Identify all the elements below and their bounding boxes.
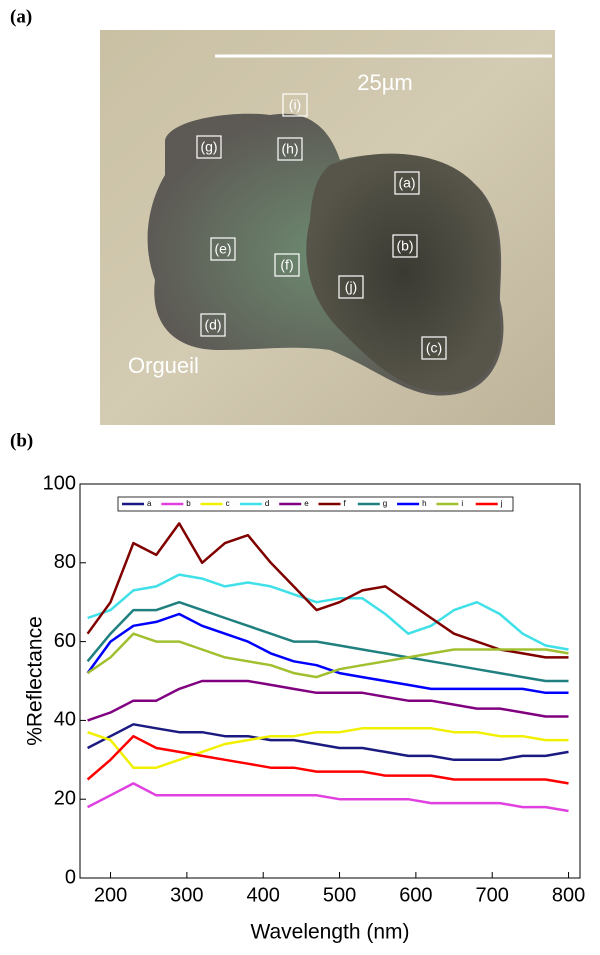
spot-box [392, 234, 418, 258]
y-tick-label: 80 [54, 551, 76, 573]
legend-label: j [500, 499, 503, 508]
x-axis-label: Wavelength (nm) [250, 921, 409, 944]
legend [117, 496, 514, 512]
legend-label: c [226, 499, 230, 508]
spot-box [394, 171, 420, 195]
series-line [87, 782, 569, 813]
series-line [87, 573, 569, 651]
legend-label: e [304, 499, 309, 508]
series-line [86, 522, 569, 659]
spot-label: (d) [204, 317, 221, 333]
y-axis-label: %Reflectance [24, 616, 47, 746]
legend-label: d [265, 499, 269, 508]
y-tick-label: 0 [65, 866, 76, 888]
panel-label: (b) [10, 430, 33, 451]
dark-region [306, 153, 501, 393]
series-line [87, 723, 569, 762]
spot-box [338, 275, 364, 299]
spot-box [210, 237, 236, 261]
y-tick-label: 100 [43, 472, 76, 494]
series-line [86, 600, 569, 683]
spot-box [196, 135, 222, 159]
y-tick-label: 20 [54, 787, 76, 809]
series-line [87, 727, 569, 769]
y-tick-label: 60 [54, 630, 76, 652]
x-tick-label: 400 [247, 884, 280, 906]
legend-label: f [344, 499, 347, 508]
legend-label: i [461, 499, 463, 508]
y-tick-label: 40 [54, 709, 76, 731]
legend-label: h [422, 499, 426, 508]
spot-label: (f) [280, 257, 293, 273]
series-line [86, 612, 569, 695]
spot-label: (a) [398, 175, 415, 191]
spot-label: (i) [289, 97, 301, 113]
panel-label: (a) [10, 6, 32, 27]
x-tick-label: 500 [323, 884, 356, 906]
micrograph: 25µm Orgueil [100, 30, 555, 425]
series-line [86, 632, 569, 679]
spot-box [282, 93, 308, 117]
spot-box [277, 137, 303, 161]
series-line [87, 679, 569, 722]
plot-frame [79, 483, 581, 879]
spot-label: (j) [345, 279, 357, 295]
series-line [86, 734, 569, 785]
spot-box [200, 313, 226, 337]
x-tick-label: 600 [399, 884, 432, 906]
x-tick-label: 300 [170, 884, 203, 906]
spot-label: (h) [281, 141, 298, 157]
legend-label: g [383, 499, 387, 508]
legend-label: b [186, 499, 191, 508]
spot-box [274, 253, 300, 277]
x-tick-label: 800 [552, 884, 585, 906]
spot-label: (c) [426, 340, 442, 356]
spot-box [421, 336, 447, 360]
spot-label: (g) [200, 139, 217, 155]
sample-label: Orgueil [128, 353, 199, 378]
legend-label: a [147, 499, 152, 508]
x-tick-label: 200 [94, 884, 127, 906]
x-tick-label: 700 [476, 884, 509, 906]
spot-label: (e) [214, 241, 231, 257]
scale-bar-label: 25µm [357, 70, 412, 95]
spot-label: (b) [396, 238, 413, 254]
